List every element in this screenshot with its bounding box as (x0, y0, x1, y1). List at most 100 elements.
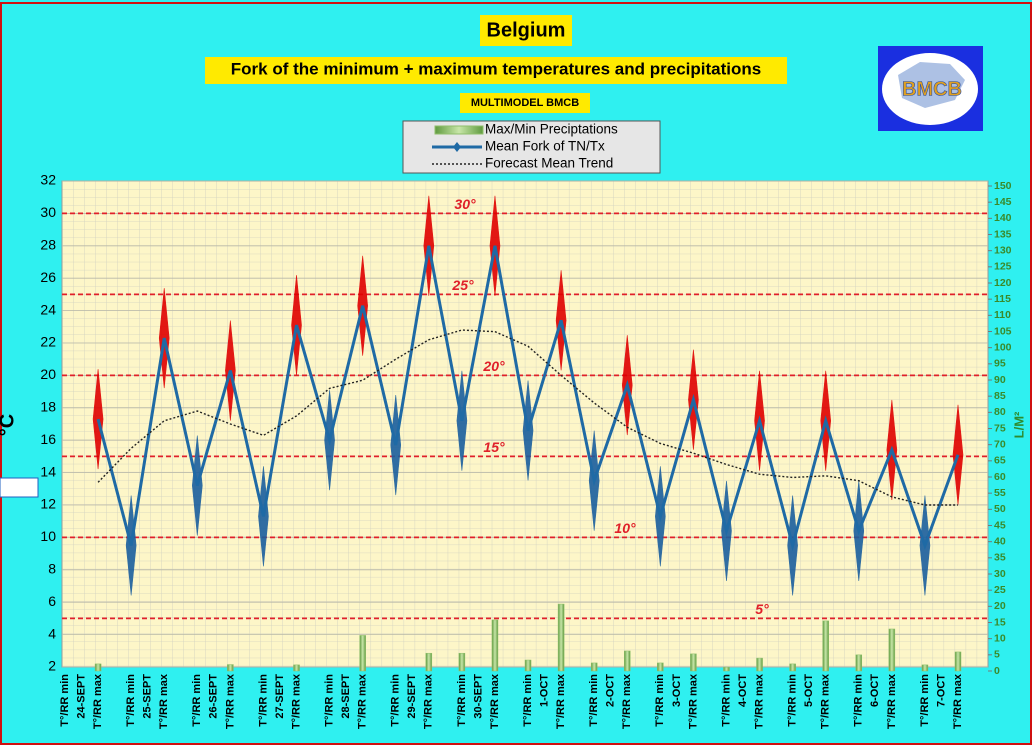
y2-tick-label: 85 (994, 390, 1006, 402)
precip-bar (227, 664, 234, 672)
reference-label: 5° (755, 601, 769, 617)
y-tick-label: 10 (40, 528, 56, 544)
x-tick-label: T°/RR max (753, 673, 765, 729)
date-label: 6-OCT (869, 674, 881, 707)
y2-tick-label: 55 (994, 487, 1006, 499)
y-tick-label: 24 (40, 301, 56, 317)
y-tick-label: 18 (40, 399, 56, 415)
date-label: 7-OCT (935, 674, 947, 707)
x-tick-label: T°/RR max (423, 673, 435, 729)
x-tick-label: T°/RR min (853, 674, 865, 727)
x-tick-label: T°/RR max (489, 673, 501, 729)
x-tick-label: T°/RR max (224, 673, 236, 729)
date-label: 5-OCT (803, 674, 815, 707)
precip-bar (557, 603, 565, 672)
x-tick-label: T°/RR min (390, 674, 402, 727)
reference-label: 25° (451, 277, 474, 293)
date-label: 3-OCT (671, 674, 683, 707)
y2-tick-label: 105 (994, 325, 1012, 337)
legend-swatch (434, 125, 484, 135)
y2-tick-label: 75 (994, 422, 1006, 434)
y-tick-label: 30 (40, 204, 56, 220)
x-tick-label: T°/RR max (886, 673, 898, 729)
logo-text: BMCB (902, 78, 962, 100)
y2-tick-label: 20 (994, 600, 1006, 612)
y2-tick-label: 15 (994, 616, 1006, 628)
precip-bar (888, 628, 896, 672)
date-label: 26-SEPT (208, 674, 220, 719)
source-label: MULTIMODEL BMCB (471, 97, 579, 109)
date-label: 29-SEPT (406, 674, 418, 719)
precip-bar (723, 666, 730, 672)
y-tick-label: 6 (48, 593, 56, 609)
y2-tick-label: 95 (994, 358, 1006, 370)
y2-tick-label: 35 (994, 552, 1006, 564)
y2-tick-label: 60 (994, 471, 1006, 483)
y2-tick-label: 110 (994, 309, 1011, 321)
trend-line (97, 329, 958, 506)
x-tick-label: T°/RR max (158, 673, 170, 729)
precip-bar (789, 663, 796, 672)
x-tick-label: T°/RR max (357, 673, 369, 729)
y2-tick-label: 5 (994, 649, 1000, 661)
x-tick-label: T°/RR min (191, 674, 203, 727)
x-tick-label: T°/RR min (588, 674, 600, 727)
x-tick-label: T°/RR min (787, 674, 799, 727)
x-tick-label: T°/RR max (952, 673, 964, 729)
date-label: 4-OCT (737, 674, 749, 707)
fork-line (96, 245, 960, 552)
y2-tick-label: 10 (994, 632, 1006, 644)
precip-bar (690, 653, 697, 672)
x-tick-label: T°/RR min (323, 674, 335, 727)
source-bg (460, 93, 590, 113)
precip-bar (624, 650, 631, 672)
chart-title: Belgium (487, 19, 566, 41)
y2-tick-label: 25 (994, 584, 1006, 596)
y-tick-label: 14 (40, 463, 56, 479)
y2-tick-label: 130 (994, 244, 1012, 256)
y2-tick-label: 90 (994, 374, 1006, 386)
x-tick-label: T°/RR min (456, 674, 468, 727)
precip-bar (94, 663, 102, 672)
y2-tick-label: 80 (994, 406, 1006, 418)
chart-subtitle: Fork of the minimum + maximum temperatur… (231, 59, 761, 78)
y2-tick-label: 100 (994, 341, 1012, 353)
title-bg (480, 15, 572, 46)
precip-bar (954, 651, 962, 672)
date-label: 24-SEPT (75, 674, 87, 719)
date-label: 30-SEPT (472, 674, 484, 719)
y-tick-label: 12 (40, 496, 56, 512)
precip-bar (921, 664, 929, 672)
y-tick-label: 20 (40, 366, 56, 382)
precip-bar (425, 652, 433, 672)
reference-label: 10° (614, 520, 636, 536)
date-label: 1-OCT (538, 674, 550, 707)
y2-tick-label: 65 (994, 455, 1006, 467)
legend-marker (453, 142, 461, 152)
x-tick-label: T°/RR min (125, 674, 137, 727)
precip-bar (293, 664, 300, 672)
x-tick-label: T°/RR min (522, 674, 534, 727)
x-tick-label: T°/RR min (919, 674, 931, 727)
x-tick-label: T°/RR max (555, 673, 567, 729)
y-tick-label: 32 (40, 172, 56, 188)
y-tick-label: 28 (40, 237, 56, 253)
y2-tick-label: 115 (994, 293, 1011, 305)
date-label: 25-SEPT (142, 674, 154, 719)
legend-label: Max/Min Preciptations (485, 122, 618, 137)
y2-tick-label: 150 (994, 180, 1012, 192)
x-tick-label: T°/RR max (92, 673, 104, 729)
precip-bar (524, 659, 532, 672)
date-label: 27-SEPT (274, 674, 286, 719)
reference-label: 30° (454, 196, 476, 212)
precip-bar (458, 652, 466, 672)
x-tick-label: T°/RR max (621, 673, 633, 729)
precip-bar (491, 619, 499, 672)
y2-axis-label: L/M² (1011, 411, 1026, 438)
legend-label: Mean Fork of TN/Tx (485, 139, 605, 154)
precip-bar (657, 662, 664, 672)
y2-tick-label: 145 (994, 196, 1012, 208)
precip-bar (822, 620, 829, 672)
y2-tick-label: 0 (994, 665, 1000, 677)
